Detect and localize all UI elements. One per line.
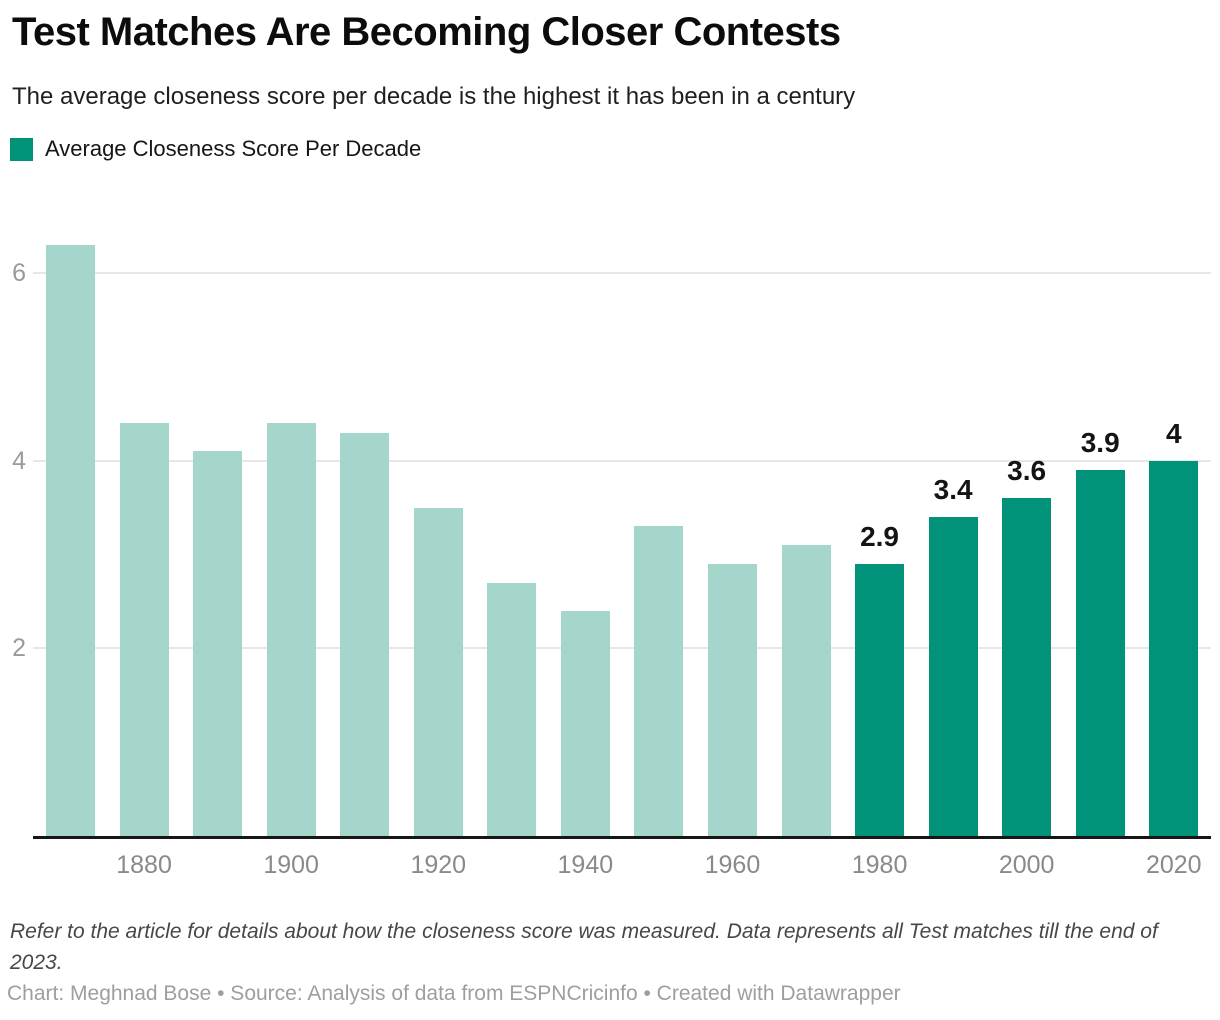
bar (1002, 498, 1052, 836)
y-tick-label: 2 (12, 634, 26, 663)
bar (119, 423, 169, 836)
chart: 2 4 6 2.9 3.4 3.6 3.9 4 1880 1900 1920 1940 1960 1980… (0, 230, 1220, 890)
x-tick-label: 2020 (1145, 851, 1202, 879)
x-tick-label: 1880 (116, 851, 172, 879)
credit-line: Chart: Meghnad Bose • Source: Analysis o… (7, 982, 901, 1005)
bar (1075, 470, 1125, 836)
chart-title: Test Matches Are Becoming Closer Contest… (12, 10, 841, 54)
bar (487, 582, 537, 836)
gridline (33, 647, 1211, 650)
bar (413, 507, 463, 836)
x-tick-label: 2000 (998, 851, 1055, 879)
bar (193, 451, 243, 836)
bar-value-label: 3.6 (1007, 455, 1047, 487)
bar (707, 563, 757, 836)
bar-value-label: 3.4 (933, 474, 973, 506)
y-tick-label: 4 (12, 446, 26, 475)
bar (560, 610, 610, 836)
bar-value-label: 3.9 (1080, 427, 1120, 459)
bar-value-label: 2.9 (860, 520, 900, 552)
bar (266, 423, 316, 836)
bar (928, 517, 978, 836)
legend-label: Average Closeness Score Per Decade (45, 136, 422, 161)
bar (46, 245, 95, 836)
legend-swatch-icon (10, 137, 33, 161)
gridline (33, 272, 1211, 275)
legend: Average Closeness Score Per Decade (10, 136, 421, 162)
footnote: Refer to the article for details about h… (10, 920, 1158, 974)
bar (855, 563, 905, 836)
bar (340, 432, 390, 836)
x-tick-label: 1900 (263, 851, 319, 879)
x-tick-label: 1960 (704, 851, 761, 879)
bar (781, 545, 831, 836)
chart-subtitle: The average closeness score per decade i… (12, 83, 856, 110)
x-axis-line (33, 836, 1211, 839)
bar (634, 526, 684, 836)
x-tick-label: 1920 (410, 851, 467, 879)
bar (1149, 460, 1199, 836)
x-tick-label: 1940 (557, 851, 614, 879)
bar-value-label: 4 (1165, 417, 1182, 449)
gridline (33, 459, 1211, 462)
x-tick-label: 1980 (851, 851, 908, 879)
y-tick-label: 6 (12, 259, 26, 288)
